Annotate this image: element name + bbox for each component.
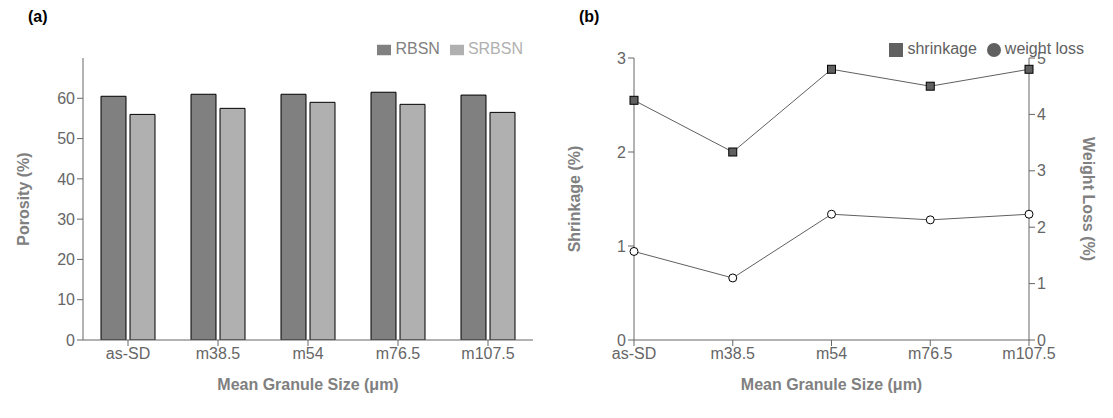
svg-text:0: 0 <box>1037 332 1046 349</box>
svg-text:Mean Granule Size (μm): Mean Granule Size (μm) <box>217 376 398 393</box>
svg-text:Shrinkage (%): Shrinkage (%) <box>566 146 583 253</box>
svg-text:m38.5: m38.5 <box>711 345 756 362</box>
svg-text:3: 3 <box>617 50 626 67</box>
svg-text:m107.5: m107.5 <box>1002 345 1055 362</box>
svg-text:2: 2 <box>1037 219 1046 236</box>
svg-text:m76.5: m76.5 <box>908 345 953 362</box>
svg-text:m54: m54 <box>816 345 847 362</box>
svg-text:0: 0 <box>66 332 75 349</box>
svg-text:m107.5: m107.5 <box>461 345 514 362</box>
svg-text:3: 3 <box>1037 162 1046 179</box>
svg-text:1: 1 <box>1037 275 1046 292</box>
svg-text:5: 5 <box>1037 50 1046 67</box>
svg-text:60: 60 <box>57 90 75 107</box>
svg-text:Mean Granule Size (μm): Mean Granule Size (μm) <box>741 376 922 393</box>
svg-text:30: 30 <box>57 211 75 228</box>
svg-text:m54: m54 <box>292 345 323 362</box>
svg-text:Porosity (%): Porosity (%) <box>15 152 32 245</box>
svg-text:20: 20 <box>57 251 75 268</box>
svg-text:40: 40 <box>57 171 75 188</box>
svg-text:2: 2 <box>617 144 626 161</box>
svg-text:10: 10 <box>57 291 75 308</box>
svg-text:50: 50 <box>57 130 75 147</box>
svg-text:1: 1 <box>617 238 626 255</box>
svg-text:m38.5: m38.5 <box>196 345 241 362</box>
svg-text:4: 4 <box>1037 106 1046 123</box>
svg-text:as-SD: as-SD <box>106 345 150 362</box>
svg-text:m76.5: m76.5 <box>376 345 421 362</box>
svg-text:Weight Loss (%): Weight Loss (%) <box>1080 137 1097 261</box>
svg-text:0: 0 <box>617 332 626 349</box>
